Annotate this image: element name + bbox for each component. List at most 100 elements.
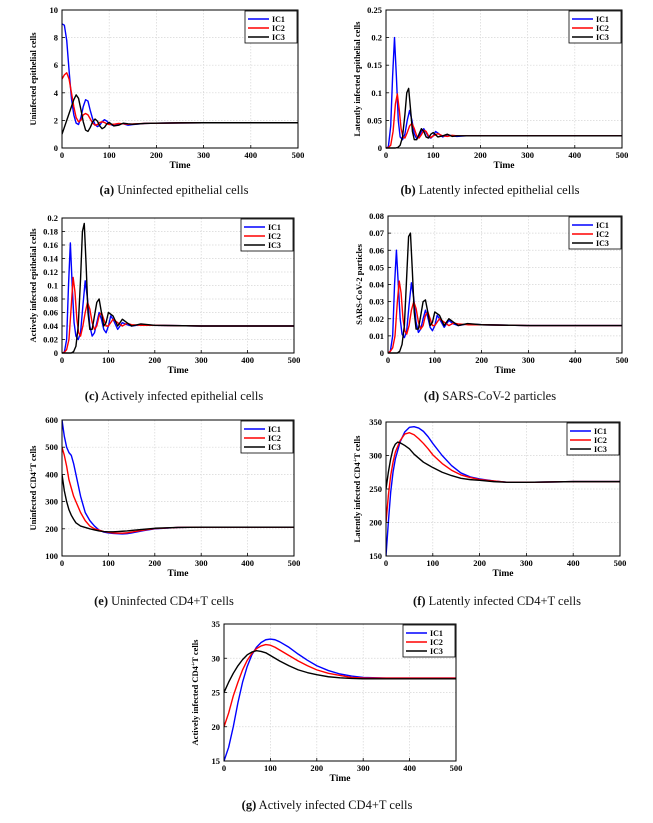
- series-line-ic3: [224, 650, 456, 693]
- y-axis-label: Latently infected CD4+T cells: [352, 435, 362, 543]
- chart-panel-g: 0 100 200 300 400 500 15 20 25 30 35 Time Actively i…: [160, 608, 500, 798]
- x-tick-label: 500: [616, 355, 629, 365]
- y-axis-label: SARS-CoV-2 particles: [354, 243, 364, 325]
- y-axis-label-post: T cells: [352, 435, 362, 459]
- legend-label-ic1: IC1: [596, 15, 609, 24]
- chart-panel-a: 0 100 200 300 400 500 0 2 4 6 8 10 Time Uninfected ep…: [0, 0, 326, 208]
- x-tick-label: 100: [427, 150, 440, 160]
- chart-panel-e: 0 100 200 300 400 500 100 200 300 400 500 600 Time Un…: [0, 408, 326, 608]
- y-tick-label: 15: [212, 756, 221, 766]
- y-axis-label-main: Actively infected CD4: [190, 665, 200, 745]
- y-axis-label-main: Latently infected epithelial cells: [352, 21, 362, 137]
- y-tick-label: 2: [54, 115, 58, 125]
- y-tick-label: 200: [45, 524, 58, 534]
- legend-label-ic3: IC3: [596, 33, 609, 42]
- x-axis-label: Time: [493, 569, 514, 579]
- y-tick-label: 0: [380, 348, 384, 358]
- caption-g-text: Actively infected CD4+T cells: [258, 798, 413, 812]
- y-tick-label: 8: [54, 33, 58, 43]
- x-tick-label: 200: [148, 355, 161, 365]
- x-tick-label: 200: [474, 150, 487, 160]
- x-tick-label: 0: [384, 558, 388, 568]
- x-tick-label: 500: [292, 150, 305, 160]
- legend-box: [568, 10, 622, 44]
- x-tick-label: 300: [522, 355, 535, 365]
- caption-c-tag: (c): [84, 389, 99, 403]
- x-axis-label: Time: [495, 366, 516, 376]
- legend-label-ic3: IC3: [272, 33, 285, 42]
- x-tick-label: 300: [520, 558, 533, 568]
- x-tick-label: 200: [148, 558, 161, 568]
- legend-label-ic2: IC2: [272, 24, 285, 33]
- x-tick-label: 100: [428, 355, 441, 365]
- chart-panel-f: 0 100 200 300 400 500 150 200 250 300 350 Time Laten…: [326, 408, 653, 608]
- x-tick-label: 500: [288, 355, 301, 365]
- caption-c: (c) Actively infected epithelial cells: [85, 389, 263, 404]
- y-axis-label-main: Actively infected epithelial cells: [28, 228, 38, 343]
- x-axis-label: Time: [494, 161, 515, 171]
- chart-svg-f: 0 100 200 300 400 500 150 200 250 300 350 Time Laten…: [352, 417, 626, 579]
- chart-svg-g: 0 100 200 300 400 500 15 20 25 30 35 Time Actively i…: [190, 619, 462, 784]
- series-line-ic3: [62, 474, 294, 533]
- x-tick-label: 200: [473, 558, 486, 568]
- y-tick-label: 4: [54, 88, 59, 98]
- x-tick-label: 200: [310, 763, 323, 773]
- x-tick-label: 100: [426, 558, 439, 568]
- y-axis-label-main: Uninfected CD4: [28, 471, 38, 530]
- y-tick-label: 0.03: [369, 297, 384, 307]
- x-tick-label: 400: [403, 763, 416, 773]
- x-tick-label: 500: [288, 558, 301, 568]
- y-axis-label-post: T cells: [190, 639, 200, 663]
- legend-label-ic2: IC2: [268, 232, 281, 241]
- caption-c-text: Actively infected epithelial cells: [101, 389, 264, 403]
- series-line-ic3: [388, 232, 622, 354]
- x-tick-label: 400: [244, 150, 257, 160]
- chart-svg-e: 0 100 200 300 400 500100200300400500600TimeUn…: [28, 415, 301, 579]
- legend-box: [240, 218, 294, 252]
- y-tick-label: 0.1: [371, 88, 382, 98]
- y-tick-label: 0: [378, 143, 382, 153]
- x-axis-label: Time: [170, 161, 191, 171]
- series-line-ic3: [62, 222, 294, 354]
- series-line-ic3: [386, 441, 620, 490]
- x-tick-label: 0: [60, 150, 64, 160]
- y-tick-label: 0.04: [369, 280, 385, 290]
- y-tick-label: 0.07: [369, 228, 385, 238]
- x-tick-label: 300: [195, 355, 208, 365]
- x-tick-label: 0: [60, 355, 64, 365]
- y-tick-label: 10: [50, 5, 59, 15]
- y-tick-label: 0.16: [43, 240, 58, 250]
- chart-svg-b: 0 100 200 300 400 500 0 0.05 0.1 0.15 0.2 0.25 Time L…: [352, 5, 628, 171]
- y-tick-label: 350: [369, 417, 382, 427]
- x-tick-label: 300: [357, 763, 370, 773]
- legend-label-ic1: IC1: [430, 629, 443, 638]
- y-axis-label-sup: +: [353, 458, 359, 462]
- legend-label-ic1: IC1: [268, 425, 281, 434]
- y-axis-label-main: SARS-CoV-2 particles: [354, 243, 364, 325]
- caption-f-tag: (f): [413, 594, 426, 608]
- y-tick-label: 6: [54, 60, 58, 70]
- chart-svg-a: 0 100 200 300 400 500 0 2 4 6 8 10 Time Uninfected ep…: [28, 5, 305, 171]
- y-axis-label-sup: +: [29, 468, 35, 472]
- y-tick-label: 100: [45, 551, 58, 561]
- caption-d: (d) SARS-CoV-2 particles: [424, 389, 556, 404]
- y-tick-label: 0.08: [43, 294, 58, 304]
- caption-b: (b) Latently infected epithelial cells: [400, 183, 579, 198]
- y-tick-label: 150: [369, 551, 382, 561]
- caption-e-tag: (e): [94, 594, 108, 608]
- y-axis-label-main: Latently infected CD4: [352, 461, 362, 542]
- legend-label-ic3: IC3: [594, 445, 607, 454]
- series-line-ic3: [62, 94, 298, 135]
- x-axis-label: Time: [330, 774, 351, 784]
- y-tick-label: 0.18: [43, 227, 58, 237]
- y-axis-label: Uninfected epithelial cells: [28, 32, 38, 126]
- legend-label-ic3: IC3: [596, 239, 609, 248]
- x-tick-label: 200: [475, 355, 488, 365]
- y-tick-label: 0.08: [369, 211, 384, 221]
- series-line-ic2: [224, 643, 456, 727]
- x-tick-label: 0: [60, 558, 64, 568]
- y-tick-label: 0.2: [47, 213, 58, 223]
- x-tick-label: 100: [102, 558, 115, 568]
- y-tick-label: 25: [212, 688, 221, 698]
- series-line-ic1: [224, 638, 456, 762]
